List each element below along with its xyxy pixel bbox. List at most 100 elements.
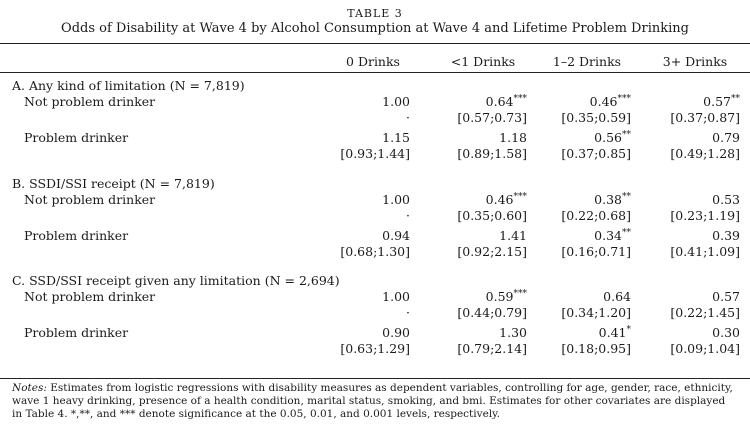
table-title: Odds of Disability at Wave 4 by Alcohol … [61,21,689,36]
significance-stars: ** [731,93,740,104]
confidence-interval: [0.34;1.20] [561,305,631,320]
odds-ratio-number: 0.53 [712,192,740,207]
table-label: TABLE 3 [347,7,403,20]
odds-ratio-number: 0.41 [598,325,627,340]
odds-ratio-value: 0.64*** [407,94,527,109]
confidence-interval: [0.92;2.15] [457,244,527,259]
significance-stars: ** [622,191,631,202]
odds-ratio-value: 0.34** [511,228,631,243]
odds-ratio-value: 1.15 [290,130,410,145]
significance-stars: ** [622,227,631,238]
confidence-interval: [0.09;1.04] [670,341,740,356]
confidence-interval: [0.93;1.44] [340,146,410,161]
confidence-interval: [0.49;1.28] [670,146,740,161]
odds-ratio-number: 0.38 [594,192,622,207]
odds-ratio-value: 1.41 [407,228,527,243]
confidence-interval: · [406,208,410,223]
confidence-interval: · [406,305,410,320]
odds-ratio-value: 0.30 [620,325,740,340]
odds-ratio-number: 0.94 [382,228,410,243]
column-header-1-2-drinks: 1–2 Drinks [552,54,622,69]
odds-ratio-number: 0.57 [703,94,731,109]
table-notes: Notes: Estimates from logistic regressio… [12,382,738,421]
odds-ratio-number: 0.30 [712,325,740,340]
confidence-interval: [0.41;1.09] [670,244,740,259]
odds-ratio-value: 1.30 [407,325,527,340]
odds-ratio-number: 0.64 [603,289,631,304]
row-label: Not problem drinker [24,289,156,304]
row-label: Not problem drinker [24,192,156,207]
odds-ratio-number: 0.64 [485,94,514,109]
significance-stars: *** [513,288,528,299]
confidence-interval: [0.35;0.59] [561,110,631,125]
odds-ratio-number: 0.46 [485,192,514,207]
confidence-interval: [0.44;0.79] [457,305,527,320]
odds-ratio-number: 1.41 [499,228,527,243]
header-rule [0,72,750,73]
confidence-interval: · [406,110,410,125]
section-label: C. SSD/SSI receipt given any limitation … [12,273,340,288]
odds-ratio-value: 0.46*** [511,94,631,109]
odds-ratio-value: 0.64 [511,289,631,304]
column-header-3plus-drinks: 3+ Drinks [662,54,728,69]
odds-ratio-value: 0.57 [620,289,740,304]
odds-ratio-value: 0.56** [511,130,631,145]
column-header-0-drinks: 0 Drinks [346,54,400,69]
odds-ratio-value: 0.57** [620,94,740,109]
significance-stars: ** [622,129,631,140]
odds-ratio-number: 0.34 [594,228,622,243]
odds-ratio-number: 0.39 [712,228,740,243]
confidence-interval: [0.23;1.19] [670,208,740,223]
odds-ratio-number: 1.00 [382,94,410,109]
significance-stars: * [626,324,632,335]
confidence-interval: [0.22;1.45] [670,305,740,320]
section-label: A. Any kind of limitation (N = 7,819) [12,78,245,93]
odds-ratio-value: 1.00 [290,289,410,304]
odds-ratio-value: 0.90 [290,325,410,340]
odds-ratio-number: 1.00 [382,289,410,304]
odds-ratio-number: 1.30 [499,325,527,340]
confidence-interval: [0.63;1.29] [340,341,410,356]
column-header-lt1-drinks: <1 Drinks [450,54,516,69]
confidence-interval: [0.79;2.14] [457,341,527,356]
notes-lead: Notes: [12,382,47,394]
odds-ratio-number: 0.57 [712,289,740,304]
notes-text: Estimates from logistic regressions with… [12,382,733,420]
confidence-interval: [0.89;1.58] [457,146,527,161]
odds-ratio-value: 0.59*** [407,289,527,304]
bottom-rule [0,378,750,379]
odds-ratio-number: 0.59 [485,289,514,304]
row-label: Problem drinker [24,228,129,243]
odds-ratio-number: 0.90 [382,325,410,340]
confidence-interval: [0.35;0.60] [457,208,527,223]
odds-ratio-number: 0.56 [594,130,622,145]
row-label: Problem drinker [24,325,129,340]
significance-stars: *** [617,93,632,104]
odds-ratio-value: 0.39 [620,228,740,243]
section-label: B. SSDI/SSI receipt (N = 7,819) [12,176,215,191]
top-rule [0,43,750,44]
confidence-interval: [0.37;0.87] [670,110,740,125]
confidence-interval: [0.16;0.71] [561,244,631,259]
significance-stars: *** [513,93,528,104]
odds-ratio-value: 0.41* [511,325,631,340]
confidence-interval: [0.22;0.68] [561,208,631,223]
odds-ratio-value: 0.94 [290,228,410,243]
confidence-interval: [0.37;0.85] [561,146,631,161]
row-label: Problem drinker [24,130,129,145]
odds-ratio-value: 1.00 [290,94,410,109]
odds-ratio-number: 1.18 [499,130,527,145]
confidence-interval: [0.57;0.73] [457,110,527,125]
odds-ratio-number: 1.00 [382,192,410,207]
odds-ratio-number: 1.15 [382,130,410,145]
row-label: Not problem drinker [24,94,156,109]
odds-ratio-value: 1.18 [407,130,527,145]
odds-ratio-value: 0.79 [620,130,740,145]
odds-ratio-value: 0.38** [511,192,631,207]
odds-ratio-value: 1.00 [290,192,410,207]
odds-ratio-value: 0.53 [620,192,740,207]
odds-ratio-number: 0.46 [589,94,618,109]
confidence-interval: [0.18;0.95] [561,341,631,356]
odds-ratio-number: 0.79 [712,130,740,145]
significance-stars: *** [513,191,528,202]
